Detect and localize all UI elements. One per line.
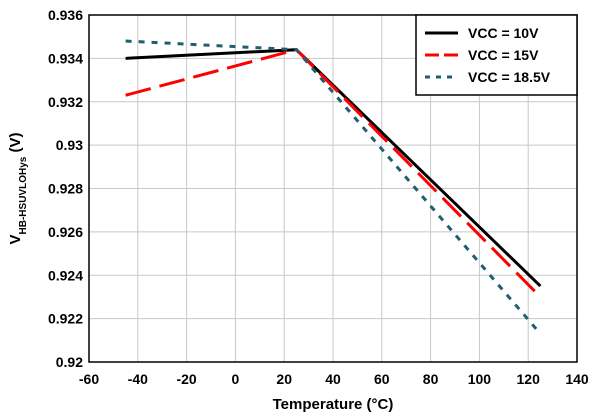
legend-box [415, 14, 578, 96]
y-axis-title-main: V [7, 234, 24, 244]
y-tick-label: 0.922 [48, 311, 83, 327]
y-tick-label: 0.932 [48, 94, 83, 110]
y-tick-label: 0.93 [56, 137, 83, 153]
x-tick-label: 140 [565, 371, 589, 387]
y-axis-title-unit: (V) [7, 133, 24, 157]
y-tick-label: 0.92 [56, 354, 83, 370]
x-tick-label: 80 [423, 371, 439, 387]
x-tick-label: 0 [232, 371, 240, 387]
x-tick-label: -20 [176, 371, 196, 387]
plot-frame [88, 14, 578, 363]
y-tick-label: 0.934 [48, 50, 83, 66]
legend-label-2: VCC = 15V [468, 47, 539, 63]
legend-label-1: VCC = 10V [468, 25, 539, 41]
x-tick-label: -40 [128, 371, 148, 387]
grid [88, 14, 578, 363]
x-tick-label: 120 [517, 371, 541, 387]
series-line-3 [125, 39, 542, 335]
x-tick-label: 60 [374, 371, 390, 387]
y-tick-label: 0.924 [48, 267, 83, 283]
x-axis-title: Temperature (°C) [273, 396, 394, 413]
x-axis-ticks: -60 -40 -20 0 20 40 60 80 100 120 140 [79, 371, 589, 387]
x-tick-label: 100 [468, 371, 492, 387]
x-tick-label: -60 [79, 371, 99, 387]
y-tick-label: 0.926 [48, 224, 83, 240]
y-axis-ticks: 0.92 0.922 0.924 0.926 0.928 0.93 0.932 0.934 0.… [48, 7, 83, 370]
y-tick-label: 0.928 [48, 181, 83, 197]
legend-label-3: VCC = 18.5V [468, 69, 551, 85]
y-axis-title: VHB-HSUVLOHys (V) [7, 133, 29, 245]
x-tick-label: 20 [276, 371, 292, 387]
y-tick-label: 0.936 [48, 7, 83, 23]
y-axis-title-subscript: HB-HSUVLOHys [18, 156, 29, 234]
x-tick-label: 40 [325, 371, 341, 387]
series-layer [125, 39, 542, 335]
legend: VCC = 10V VCC = 15V VCC = 18.5V [415, 14, 578, 96]
